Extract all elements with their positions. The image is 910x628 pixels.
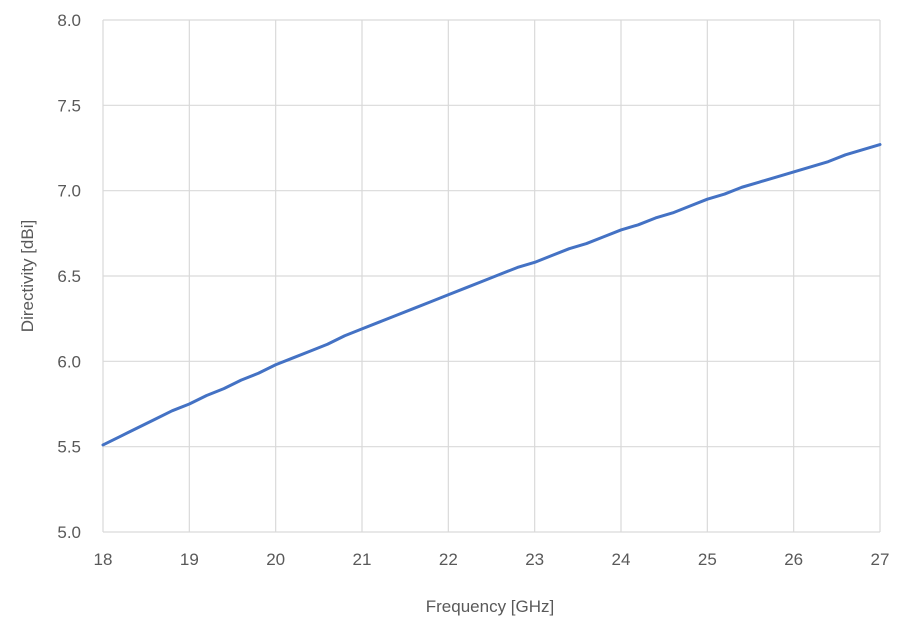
y-tick-label: 6.0 <box>57 352 81 371</box>
x-tick-label: 25 <box>698 550 717 569</box>
directivity-series-line <box>101 143 882 447</box>
y-tick-label: 7.0 <box>57 182 81 201</box>
x-tick-label: 23 <box>525 550 544 569</box>
x-tick-label: 21 <box>353 550 372 569</box>
y-tick-label: 7.5 <box>57 96 81 115</box>
x-tick-label: 22 <box>439 550 458 569</box>
x-tick-label: 20 <box>266 550 285 569</box>
x-tick-label: 19 <box>180 550 199 569</box>
y-tick-label: 6.5 <box>57 267 81 286</box>
grid-lines <box>102 19 881 533</box>
series-group <box>101 143 882 447</box>
x-tick-label: 24 <box>612 550 631 569</box>
y-tick-label: 5.0 <box>57 523 81 542</box>
x-axis-title: Frequency [GHz] <box>426 597 555 616</box>
y-axis-title: Directivity [dBi] <box>18 220 37 332</box>
y-tick-label: 8.0 <box>57 11 81 30</box>
x-tick-label: 27 <box>871 550 890 569</box>
y-axis-tick-labels: 5.0 5.5 6.0 6.5 7.0 7.5 8.0 <box>57 11 81 542</box>
x-axis-tick-labels: 18 19 20 21 22 23 24 25 26 27 <box>94 550 890 569</box>
x-tick-label: 18 <box>94 550 113 569</box>
x-tick-label: 26 <box>784 550 803 569</box>
y-tick-label: 5.5 <box>57 438 81 457</box>
